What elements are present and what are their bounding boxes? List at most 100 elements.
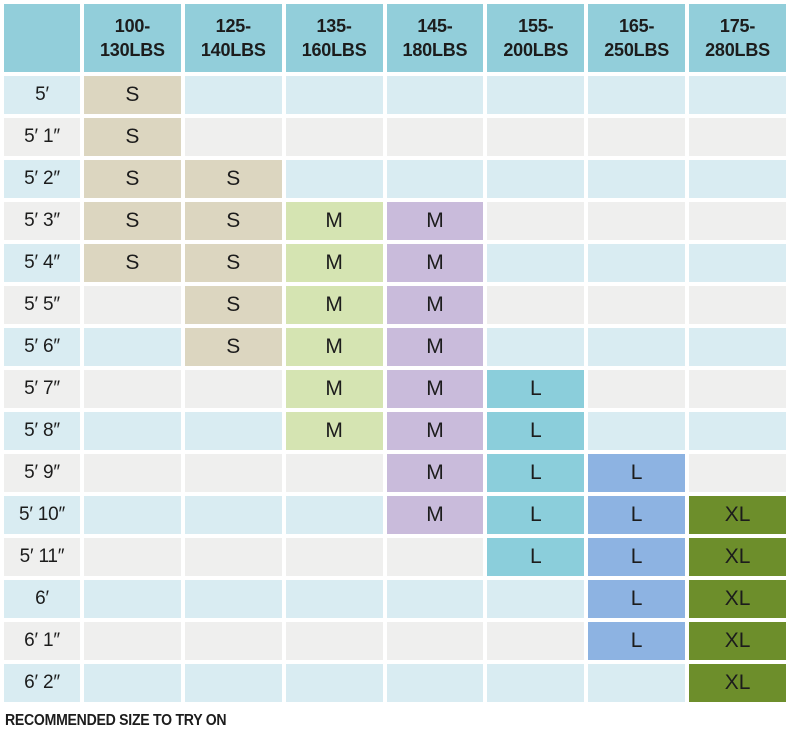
- empty-cell: [487, 328, 585, 366]
- empty-cell: [184, 76, 282, 114]
- empty-cell: [84, 412, 181, 450]
- size-cell-m: M: [285, 328, 383, 366]
- size-cell-l: L: [588, 580, 686, 618]
- height-label-cell: 5′: [4, 76, 80, 114]
- table-row: 5′ 9″ M L L: [4, 454, 786, 492]
- empty-cell: [487, 580, 585, 618]
- size-cell-s: S: [184, 328, 282, 366]
- empty-cell: [487, 622, 585, 660]
- empty-cell: [386, 538, 484, 576]
- size-cell-s: S: [84, 244, 181, 282]
- empty-cell: [84, 538, 181, 576]
- height-label-cell: 6′ 2″: [4, 664, 80, 702]
- size-cell-s: S: [84, 76, 181, 114]
- empty-cell: [487, 76, 585, 114]
- footer-note: RECOMMENDED SIZE TO TRY ON: [5, 712, 227, 729]
- empty-cell: [285, 622, 383, 660]
- empty-cell: [689, 370, 786, 408]
- empty-cell: [84, 622, 181, 660]
- empty-cell: [689, 412, 786, 450]
- empty-cell: [689, 160, 786, 198]
- size-cell-s: S: [184, 286, 282, 324]
- size-cell-l: L: [487, 496, 585, 534]
- size-cell-m: M: [386, 202, 484, 240]
- empty-cell: [487, 160, 585, 198]
- table-row: 5′ 2″ S S: [4, 160, 786, 198]
- size-cell-s: S: [184, 160, 282, 198]
- empty-cell: [588, 76, 686, 114]
- weight-header-cell: 125- 140LBS: [184, 4, 282, 72]
- size-cell-m: M: [285, 202, 383, 240]
- size-cell-xl: XL: [689, 538, 786, 576]
- table-row: 5′ 4″ S S M M: [4, 244, 786, 282]
- empty-cell: [487, 244, 585, 282]
- height-label-cell: 5′ 9″: [4, 454, 80, 492]
- height-label-cell: 5′ 3″: [4, 202, 80, 240]
- size-cell-s: S: [84, 118, 181, 156]
- empty-cell: [184, 622, 282, 660]
- empty-cell: [84, 286, 181, 324]
- table-row: 5′ 1″ S: [4, 118, 786, 156]
- height-label-cell: 6′ 1″: [4, 622, 80, 660]
- table-row: 5′ 8″ M M L: [4, 412, 786, 450]
- size-cell-m: M: [285, 412, 383, 450]
- size-cell-m: M: [386, 412, 484, 450]
- empty-cell: [689, 244, 786, 282]
- weight-header-cell: 145- 180LBS: [386, 4, 484, 72]
- empty-cell: [386, 160, 484, 198]
- empty-cell: [487, 118, 585, 156]
- empty-cell: [285, 496, 383, 534]
- size-cell-l: L: [588, 538, 686, 576]
- empty-cell: [84, 496, 181, 534]
- size-cell-l: L: [588, 496, 686, 534]
- empty-cell: [84, 664, 181, 702]
- size-chart-body: 5′ S 5′ 1″ S 5′ 2″ S S 5′ 3″ S S M M 5′ 4″ S S M M 5′ 5″ S…: [4, 76, 786, 702]
- height-label-cell: 5′ 5″: [4, 286, 80, 324]
- empty-cell: [689, 328, 786, 366]
- height-label-cell: 5′ 1″: [4, 118, 80, 156]
- empty-cell: [84, 370, 181, 408]
- size-cell-l: L: [487, 538, 585, 576]
- size-cell-l: L: [487, 370, 585, 408]
- empty-cell: [84, 454, 181, 492]
- weight-header-cell: 175- 280LBS: [689, 4, 786, 72]
- empty-cell: [487, 286, 585, 324]
- size-cell-s: S: [184, 244, 282, 282]
- empty-cell: [285, 76, 383, 114]
- empty-cell: [184, 454, 282, 492]
- table-row: 5′ S: [4, 76, 786, 114]
- size-cell-m: M: [285, 370, 383, 408]
- size-cell-m: M: [386, 370, 484, 408]
- empty-cell: [386, 664, 484, 702]
- size-cell-l: L: [487, 454, 585, 492]
- weight-header-cell: 155- 200LBS: [487, 4, 585, 72]
- size-cell-l: L: [588, 454, 686, 492]
- table-row: 5′ 6″ S M M: [4, 328, 786, 366]
- empty-cell: [184, 538, 282, 576]
- empty-cell: [285, 160, 383, 198]
- empty-cell: [689, 118, 786, 156]
- size-cell-xl: XL: [689, 580, 786, 618]
- height-label-cell: 6′: [4, 580, 80, 618]
- empty-cell: [285, 580, 383, 618]
- size-chart-table: 100- 130LBS 125- 140LBS 135- 160LBS 145-…: [4, 4, 786, 702]
- height-label-cell: 5′ 7″: [4, 370, 80, 408]
- empty-cell: [386, 580, 484, 618]
- table-row: 6′ 2″ XL: [4, 664, 786, 702]
- size-cell-s: S: [84, 202, 181, 240]
- empty-cell: [285, 118, 383, 156]
- empty-cell: [588, 160, 686, 198]
- table-row: 5′ 11″ L L XL: [4, 538, 786, 576]
- height-label-cell: 5′ 11″: [4, 538, 80, 576]
- empty-cell: [184, 496, 282, 534]
- size-cell-m: M: [386, 454, 484, 492]
- table-row: 5′ 10″ M L L XL: [4, 496, 786, 534]
- weight-header-cell: 165- 250LBS: [588, 4, 686, 72]
- empty-cell: [588, 664, 686, 702]
- empty-cell: [184, 412, 282, 450]
- size-cell-m: M: [386, 286, 484, 324]
- empty-cell: [386, 76, 484, 114]
- empty-cell: [689, 202, 786, 240]
- height-label-cell: 5′ 4″: [4, 244, 80, 282]
